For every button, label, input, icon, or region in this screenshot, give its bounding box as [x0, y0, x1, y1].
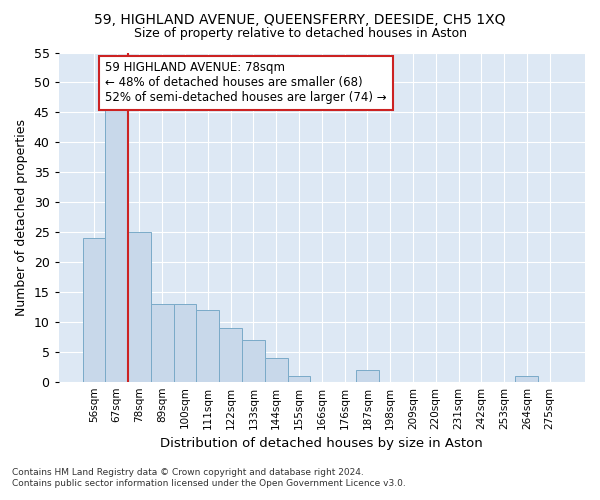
Text: 59 HIGHLAND AVENUE: 78sqm
← 48% of detached houses are smaller (68)
52% of semi-: 59 HIGHLAND AVENUE: 78sqm ← 48% of detac… [105, 62, 387, 104]
Bar [128, 232, 151, 382]
Text: 59, HIGHLAND AVENUE, QUEENSFERRY, DEESIDE, CH5 1XQ: 59, HIGHLAND AVENUE, QUEENSFERRY, DEESID… [94, 12, 506, 26]
Bar [242, 340, 265, 382]
Bar [173, 304, 196, 382]
X-axis label: Distribution of detached houses by size in Aston: Distribution of detached houses by size … [160, 437, 483, 450]
Bar [356, 370, 379, 382]
Bar [265, 358, 287, 382]
Bar [196, 310, 219, 382]
Bar [105, 106, 128, 382]
Bar [83, 238, 105, 382]
Text: Contains HM Land Registry data © Crown copyright and database right 2024.
Contai: Contains HM Land Registry data © Crown c… [12, 468, 406, 487]
Bar [515, 376, 538, 382]
Bar [151, 304, 173, 382]
Y-axis label: Number of detached properties: Number of detached properties [15, 118, 28, 316]
Bar [287, 376, 310, 382]
Text: Size of property relative to detached houses in Aston: Size of property relative to detached ho… [133, 28, 467, 40]
Bar [219, 328, 242, 382]
